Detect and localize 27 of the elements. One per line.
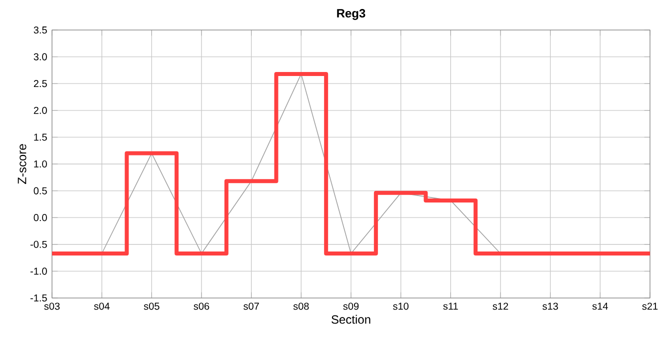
y-tick-label: -1.0 <box>30 268 47 275</box>
x-tick-label: s13 <box>542 302 558 310</box>
x-tick-label: s04 <box>94 302 110 310</box>
y-tick-label: -0.5 <box>30 240 47 248</box>
chart-title: Reg3 <box>337 9 366 20</box>
y-tick-label: 0.5 <box>34 187 47 194</box>
x-tick-label: s21 <box>642 302 658 310</box>
x-tick-label: s09 <box>343 302 359 310</box>
x-tick-label: s14 <box>592 302 608 310</box>
y-tick-label: 1.0 <box>34 160 47 168</box>
x-tick-label: s03 <box>44 302 60 310</box>
x-tick-label: s06 <box>194 302 210 310</box>
y-tick-label: 3.0 <box>34 53 47 60</box>
x-tick-label: s10 <box>393 302 408 310</box>
x-tick-label: s07 <box>244 302 259 310</box>
x-axis-title: Section <box>332 314 370 324</box>
x-tick-label: s08 <box>293 302 309 310</box>
y-tick-label: 2.0 <box>34 106 47 114</box>
y-tick-label: 2.5 <box>34 80 47 88</box>
y-tick-label: -1.5 <box>30 294 47 302</box>
x-tick-label: s11 <box>443 302 458 310</box>
y-tick-label: 0.0 <box>34 214 47 222</box>
x-tick-label: s12 <box>492 302 508 310</box>
y-axis-title: Z-score <box>18 144 26 184</box>
y-tick-label: 3.5 <box>34 26 47 34</box>
y-tick-label: 1.5 <box>34 134 47 141</box>
x-tick-label: s05 <box>144 302 160 310</box>
